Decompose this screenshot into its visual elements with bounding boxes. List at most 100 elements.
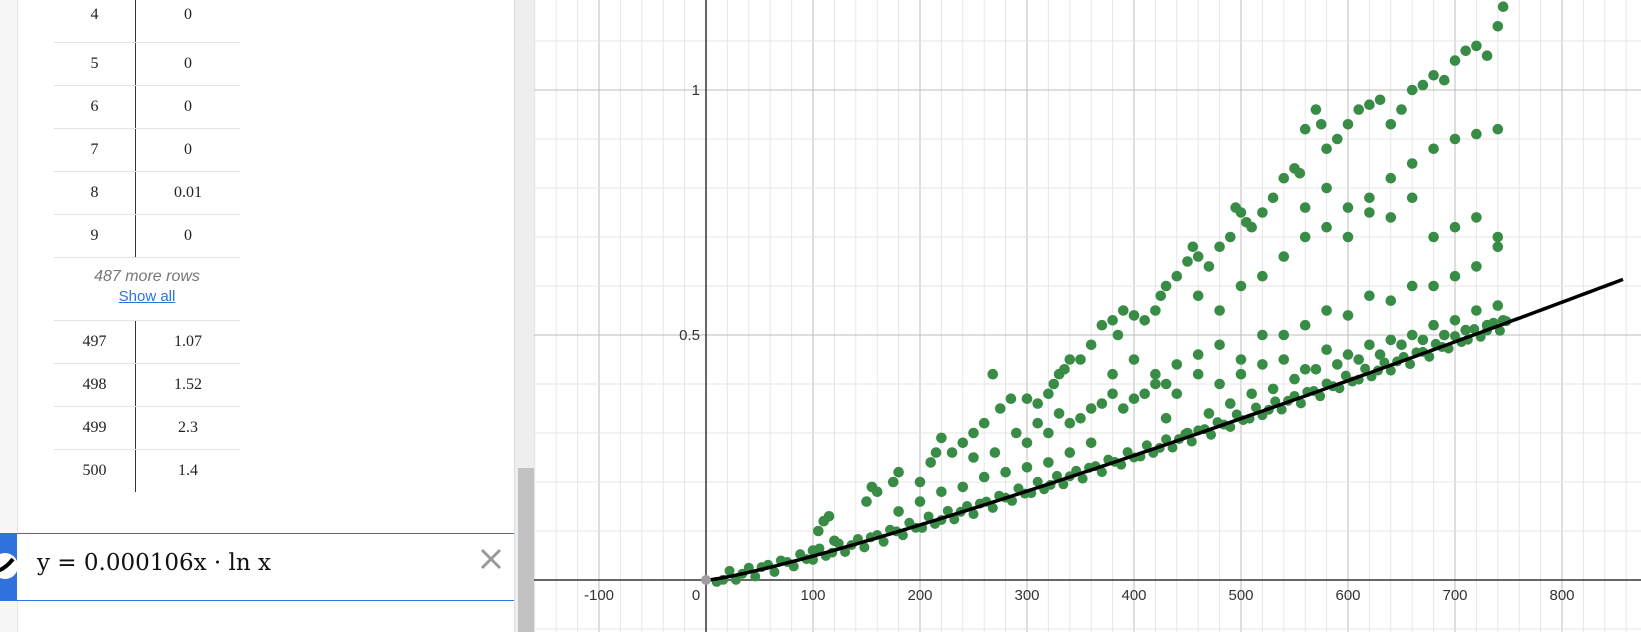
scatter-point[interactable] <box>1235 354 1247 365</box>
scatter-point[interactable] <box>1424 351 1435 362</box>
scatter-point[interactable] <box>1494 325 1505 336</box>
scatter-point[interactable] <box>1417 334 1429 346</box>
table-cell-x[interactable]: 499 <box>54 407 136 449</box>
scatter-point[interactable] <box>1107 315 1118 326</box>
scatter-point[interactable] <box>968 509 979 520</box>
scatter-point[interactable] <box>1075 354 1086 365</box>
scrollbar-thumb[interactable] <box>518 468 534 632</box>
scatter-point[interactable] <box>1364 290 1375 302</box>
scatter-point[interactable] <box>1428 231 1439 243</box>
scatter-point[interactable] <box>1385 334 1397 346</box>
scatter-point[interactable] <box>724 565 735 576</box>
scatter-point[interactable] <box>769 567 780 578</box>
scatter-point[interactable] <box>1267 383 1279 395</box>
scatter-point[interactable] <box>1246 221 1257 233</box>
scatter-point[interactable] <box>878 536 889 547</box>
scatter-point[interactable] <box>1203 261 1215 272</box>
scatter-point[interactable] <box>1032 398 1043 409</box>
scatter-point[interactable] <box>1225 231 1236 243</box>
scatter-point[interactable] <box>1118 305 1129 316</box>
scatter-point[interactable] <box>987 368 999 380</box>
scatter-point[interactable] <box>1278 251 1290 262</box>
scatter-point[interactable] <box>1096 398 1108 409</box>
scatter-point[interactable] <box>1492 21 1504 32</box>
scatter-point[interactable] <box>1471 40 1482 52</box>
scatter-point[interactable] <box>1417 79 1429 91</box>
table-cell-y[interactable]: 1.07 <box>174 333 202 350</box>
scatter-point[interactable] <box>1085 403 1097 414</box>
scatter-point[interactable] <box>1299 319 1311 331</box>
scatter-point[interactable] <box>1276 404 1287 415</box>
scatter-point[interactable] <box>813 525 824 537</box>
scatter-point[interactable] <box>887 476 899 488</box>
table-row[interactable]: 499 2.3 <box>54 407 240 450</box>
scatter-point[interactable] <box>1225 398 1236 409</box>
scatter-point[interactable] <box>989 447 1001 458</box>
scatter-point[interactable] <box>1342 202 1354 213</box>
scatter-point[interactable] <box>1460 45 1471 57</box>
scatter-point[interactable] <box>1294 168 1306 179</box>
scatter-point[interactable] <box>936 486 947 498</box>
scatter-point[interactable] <box>1299 202 1311 213</box>
scatter-point[interactable] <box>1160 378 1172 390</box>
scatter-point[interactable] <box>1257 270 1268 282</box>
scatter-point[interactable] <box>1032 476 1043 487</box>
scatter-point[interactable] <box>1299 231 1311 243</box>
scatter-point[interactable] <box>1077 473 1088 484</box>
scatter-point[interactable] <box>1321 221 1332 233</box>
scatter-point[interactable] <box>1021 462 1033 473</box>
scatter-point[interactable] <box>1235 280 1247 292</box>
scatter-point[interactable] <box>1107 388 1118 400</box>
scatter-point[interactable] <box>1492 123 1504 135</box>
scatter-point[interactable] <box>1289 373 1300 385</box>
scatter-point[interactable] <box>1428 319 1439 331</box>
scatter-point[interactable] <box>957 437 969 449</box>
scatter-point[interactable] <box>1360 363 1371 374</box>
scatter-point[interactable] <box>1342 119 1354 130</box>
graph-canvas[interactable]: -100 0 100 200 300 400 500 600 700 800 0.5 1 <box>534 0 1641 632</box>
table-row[interactable]: 497 1.07 <box>54 321 240 364</box>
scatter-point[interactable] <box>1321 143 1332 155</box>
scatter-point[interactable] <box>1118 403 1129 414</box>
table-row[interactable]: 498 1.52 <box>54 364 240 407</box>
scatter-point[interactable] <box>1364 339 1375 351</box>
scatter-point[interactable] <box>1128 310 1140 321</box>
table-cell-y[interactable]: 1.4 <box>178 462 198 479</box>
scatter-point[interactable] <box>1059 364 1070 375</box>
scatter-point[interactable] <box>923 511 934 522</box>
scatter-point[interactable] <box>1167 442 1178 453</box>
scatter-point[interactable] <box>1310 364 1322 375</box>
scatter-point[interactable] <box>1497 1 1509 12</box>
scatter-point[interactable] <box>1011 427 1022 439</box>
scatter-point[interactable] <box>1021 393 1033 405</box>
scatter-point[interactable] <box>1235 368 1247 380</box>
scatter-point[interactable] <box>978 417 990 429</box>
scatter-point[interactable] <box>871 486 883 498</box>
scatter-point[interactable] <box>861 496 872 507</box>
scatter-point[interactable] <box>1214 305 1225 316</box>
scatter-point[interactable] <box>1206 429 1217 440</box>
scatter-point[interactable] <box>987 502 998 513</box>
scatter-point[interactable] <box>957 481 969 493</box>
scatter-point[interactable] <box>1187 241 1199 253</box>
curve-icon[interactable] <box>0 551 20 581</box>
scatter-point[interactable] <box>1278 354 1290 365</box>
scatter-point[interactable] <box>1021 437 1033 449</box>
scatter-point[interactable] <box>1406 192 1418 204</box>
scatter-point[interactable] <box>1353 104 1364 115</box>
scatter-point[interactable] <box>930 447 942 458</box>
scatter-point[interactable] <box>1043 388 1054 400</box>
table-row[interactable]: 6 0 <box>54 86 240 129</box>
scatter-point[interactable] <box>1471 305 1482 316</box>
table-cell-y[interactable]: 2.3 <box>178 419 198 436</box>
scatter-point[interactable] <box>1150 378 1161 390</box>
scatter-point[interactable] <box>833 538 844 549</box>
scatter-point[interactable] <box>1469 323 1480 334</box>
table-cell-x[interactable]: 500 <box>54 450 136 492</box>
scatter-point[interactable] <box>1385 212 1397 223</box>
scatter-point[interactable] <box>1406 158 1418 169</box>
table-row[interactable]: 5 0 <box>54 43 240 86</box>
scatter-point[interactable] <box>1267 192 1279 204</box>
scatter-point[interactable] <box>1471 261 1482 272</box>
scatter-point[interactable] <box>1192 251 1204 262</box>
